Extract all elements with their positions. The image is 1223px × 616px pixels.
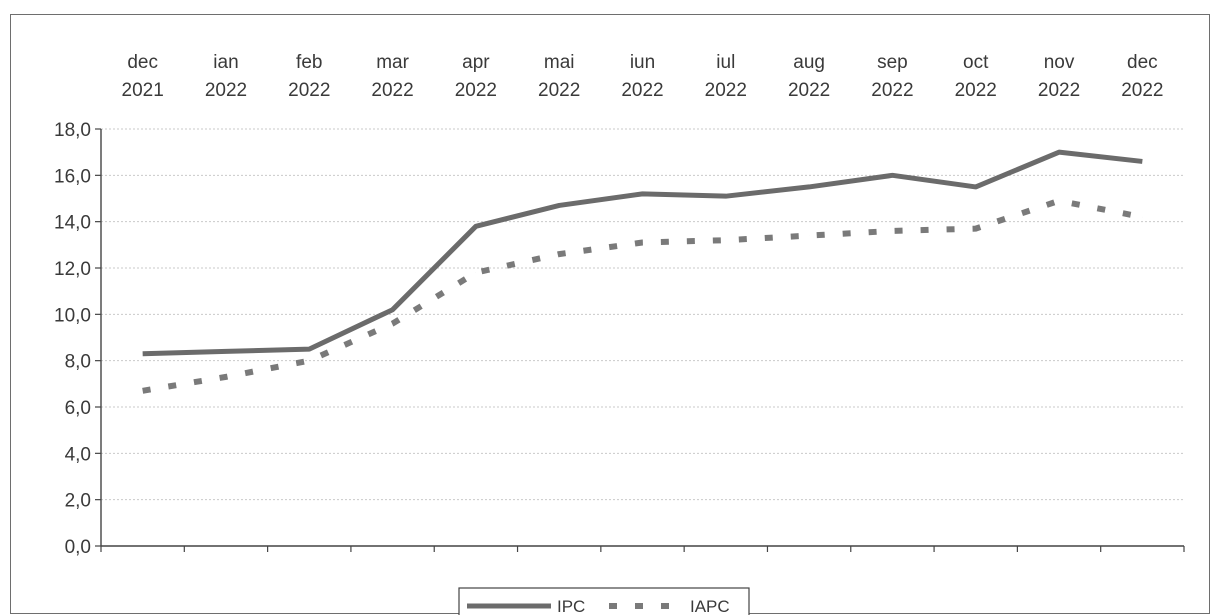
x-tick-label-year: 2022 (621, 80, 663, 101)
x-axis-tick-labels: dec 2021 ian 2022 feb 2022 mar 2022 apr 2022 mai 20… (122, 52, 1164, 101)
x-tick-label-month: feb (296, 52, 322, 73)
x-tick-label-month: iun (630, 52, 655, 73)
x-tick-label-year: 2022 (955, 80, 997, 101)
legend-label-ipc: IPC (557, 597, 585, 615)
legend-label-iapc: IAPC (690, 597, 730, 615)
gridlines (101, 128, 1184, 501)
x-tick-label-year: 2022 (1121, 80, 1163, 101)
y-tick-label: 14,0 (54, 213, 91, 234)
chart-frame: 0,0 2,0 4,0 6,0 8,0 10,0 12,0 14,0 16,0 18,0 dec 2… (10, 14, 1210, 615)
x-tick-label-year: 2021 (122, 80, 164, 101)
series-line-ipc (142, 149, 1143, 357)
x-tick-label-month: aug (793, 52, 825, 73)
x-tick-label-month: dec (127, 52, 158, 73)
legend: IPC IAPC (458, 587, 750, 615)
x-tick-label-month: ian (213, 52, 238, 73)
x-tick-label-year: 2022 (455, 80, 497, 101)
series-line-iapc (142, 197, 1143, 394)
y-axis-tick-labels: 0,0 2,0 4,0 6,0 8,0 10,0 12,0 14,0 16,0 18,0 (54, 120, 91, 558)
y-tick-label: 8,0 (65, 352, 91, 373)
x-tick-label-year: 2022 (705, 80, 747, 101)
axes (95, 128, 1185, 552)
y-tick-label: 10,0 (54, 305, 91, 326)
x-tick-label-month: iul (716, 52, 735, 73)
x-tick-label-month: sep (877, 52, 908, 73)
x-tick-label-month: nov (1044, 52, 1075, 73)
x-tick-label-year: 2022 (538, 80, 580, 101)
line-chart: 0,0 2,0 4,0 6,0 8,0 10,0 12,0 14,0 16,0 18,0 dec 2… (54, 52, 1185, 615)
y-tick-label: 12,0 (54, 259, 91, 280)
x-tick-label-year: 2022 (288, 80, 330, 101)
x-tick-label-year: 2022 (1038, 80, 1080, 101)
y-tick-label: 2,0 (65, 491, 91, 512)
x-tick-label-month: mar (376, 52, 409, 73)
x-tick-label-month: oct (963, 52, 989, 73)
x-tick-label-month: apr (462, 52, 490, 73)
legend-box (458, 587, 750, 615)
y-tick-label: 16,0 (54, 166, 91, 187)
x-tick-label-year: 2022 (371, 80, 413, 101)
x-tick-label-year: 2022 (788, 80, 830, 101)
x-tick-label-month: dec (1127, 52, 1158, 73)
series-lines (142, 149, 1143, 394)
y-tick-label: 6,0 (65, 398, 91, 419)
x-tick-label-month: mai (544, 52, 575, 73)
y-tick-label: 0,0 (65, 537, 91, 558)
y-tick-label: 18,0 (54, 120, 91, 141)
y-tick-label: 4,0 (65, 444, 91, 465)
x-tick-label-year: 2022 (871, 80, 913, 101)
x-tick-label-year: 2022 (205, 80, 247, 101)
